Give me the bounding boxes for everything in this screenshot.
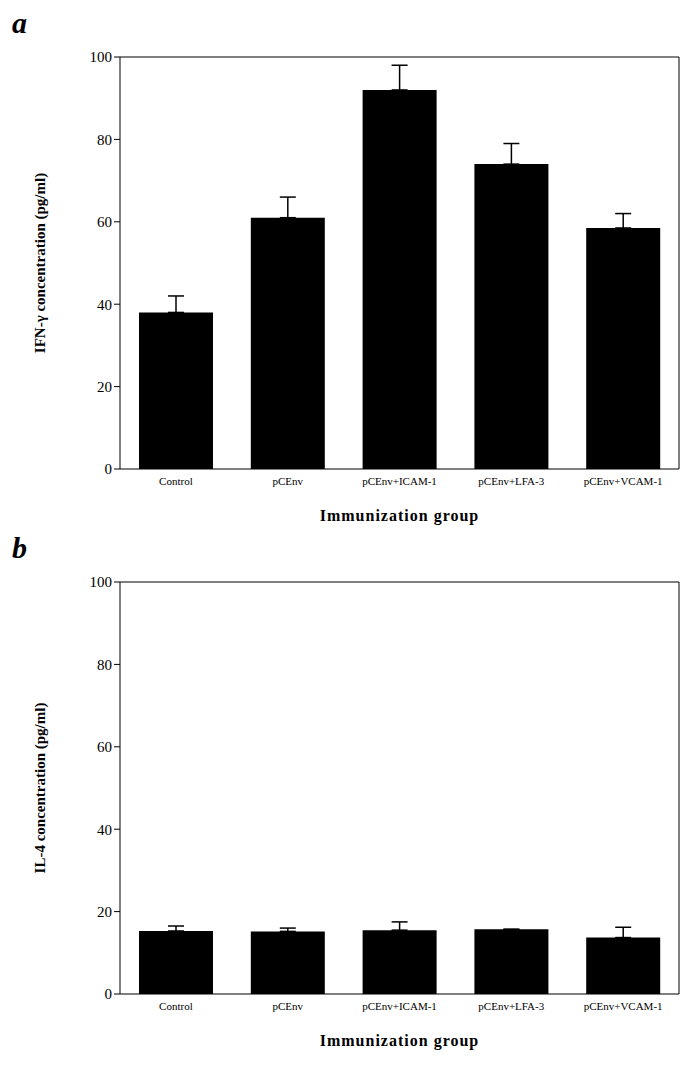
svg-text:40: 40 [97,297,112,313]
svg-text:pCEnv+LFA-3: pCEnv+LFA-3 [478,475,544,487]
svg-text:Immunization group: Immunization group [320,507,480,525]
svg-text:pCEnv: pCEnv [272,1000,303,1012]
svg-text:0: 0 [105,461,113,477]
svg-text:0: 0 [105,986,113,1002]
svg-text:100: 100 [90,574,113,590]
svg-text:100: 100 [90,49,113,65]
svg-text:pCEnv+ICAM-1: pCEnv+ICAM-1 [362,475,437,487]
html-text:b: b [12,531,27,564]
html-text:a: a [12,6,27,39]
svg-text:IL-4 concentration (pg/ml): IL-4 concentration (pg/ml) [32,703,49,874]
svg-text:Control: Control [159,475,193,487]
svg-text:20: 20 [97,904,112,920]
svg-text:60: 60 [97,214,112,230]
svg-text:80: 80 [97,657,112,673]
svg-text:pCEnv+VCAM-1: pCEnv+VCAM-1 [584,1000,663,1012]
svg-text:Control: Control [159,1000,193,1012]
svg-text:20: 20 [97,379,112,395]
svg-text:Immunization group: Immunization group [320,1032,480,1050]
svg-text:80: 80 [97,132,112,148]
svg-text:pCEnv+ICAM-1: pCEnv+ICAM-1 [362,1000,437,1012]
svg-text:pCEnv+LFA-3: pCEnv+LFA-3 [478,1000,544,1012]
svg-text:60: 60 [97,739,112,755]
svg-text:pCEnv: pCEnv [272,475,303,487]
svg-text:40: 40 [97,822,112,838]
svg-text:IFN-γ concentration (pg/ml): IFN-γ concentration (pg/ml) [32,173,49,353]
svg-text:pCEnv+VCAM-1: pCEnv+VCAM-1 [584,475,663,487]
